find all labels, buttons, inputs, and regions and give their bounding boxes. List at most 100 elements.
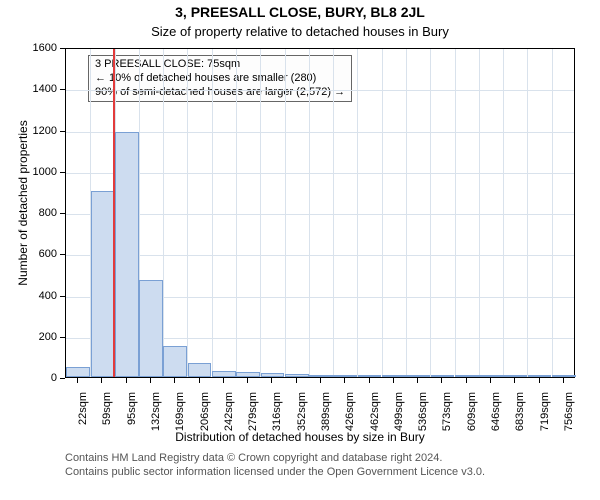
ytick-label: 400 <box>23 290 57 302</box>
gridline-v <box>430 49 431 377</box>
xtick-label: 426sqm <box>344 392 356 442</box>
gridline-h <box>66 90 574 91</box>
gridline-v <box>406 49 407 377</box>
xtick-mark <box>223 378 224 383</box>
gridline-v <box>333 49 334 377</box>
gridline-v <box>527 49 528 377</box>
bar <box>358 375 382 377</box>
gridline-v <box>357 49 358 377</box>
bar <box>528 375 552 377</box>
bar <box>431 375 455 377</box>
xtick-mark <box>271 378 272 383</box>
xtick-label: 536sqm <box>417 392 429 442</box>
gridline-h <box>66 132 574 133</box>
xtick-mark <box>490 378 491 383</box>
gridline-v <box>503 49 504 377</box>
xtick-mark <box>174 378 175 383</box>
annotation-line-3: 90% of semi-detached houses are larger (… <box>95 86 345 100</box>
annotation-line-2: ← 10% of detached houses are smaller (28… <box>95 72 345 86</box>
xtick-mark <box>514 378 515 383</box>
gridline-v <box>163 49 164 377</box>
bar <box>479 375 503 377</box>
xtick-label: 59sqm <box>101 392 113 442</box>
bar <box>115 132 139 377</box>
bar <box>455 375 479 377</box>
xtick-label: 719sqm <box>539 392 551 442</box>
annotation-line-1: 3 PREESALL CLOSE: 75sqm <box>95 58 345 72</box>
ytick-label: 1000 <box>23 166 57 178</box>
xtick-mark <box>320 378 321 383</box>
xtick-mark <box>539 378 540 383</box>
bar <box>91 191 115 377</box>
gridline-h <box>66 214 574 215</box>
xtick-label: 132sqm <box>150 392 162 442</box>
bar <box>309 375 333 377</box>
bar <box>163 346 187 377</box>
xtick-mark <box>563 378 564 383</box>
ytick-label: 200 <box>23 331 57 343</box>
ytick-mark <box>60 337 65 338</box>
ytick-mark <box>60 378 65 379</box>
annotation-box: 3 PREESALL CLOSE: 75sqm ← 10% of detache… <box>88 55 352 102</box>
xtick-label: 683sqm <box>514 392 526 442</box>
ytick-label: 0 <box>23 372 57 384</box>
gridline-v <box>187 49 188 377</box>
ytick-label: 1600 <box>23 42 57 54</box>
ytick-mark <box>60 213 65 214</box>
xtick-label: 22sqm <box>77 392 89 442</box>
xtick-label: 756sqm <box>563 392 575 442</box>
xtick-label: 499sqm <box>393 392 405 442</box>
bar <box>285 374 309 377</box>
xtick-label: 316sqm <box>271 392 283 442</box>
bar <box>382 375 406 377</box>
xtick-mark <box>247 378 248 383</box>
xtick-label: 389sqm <box>320 392 332 442</box>
xtick-mark <box>441 378 442 383</box>
ytick-label: 1400 <box>23 83 57 95</box>
address-title: 3, PREESALL CLOSE, BURY, BL8 2JL <box>0 4 600 20</box>
bar <box>261 373 285 377</box>
xtick-mark <box>417 378 418 383</box>
gridline-h <box>66 255 574 256</box>
xtick-mark <box>126 378 127 383</box>
bar <box>333 375 357 377</box>
gridline-v <box>479 49 480 377</box>
bar <box>503 375 527 377</box>
xtick-label: 95sqm <box>126 392 138 442</box>
xtick-label: 169sqm <box>174 392 186 442</box>
gridline-v <box>382 49 383 377</box>
bar <box>236 372 260 377</box>
ytick-mark <box>60 172 65 173</box>
ytick-label: 1200 <box>23 125 57 137</box>
footer-line-2: Contains public sector information licen… <box>65 466 588 480</box>
ytick-mark <box>60 89 65 90</box>
ytick-mark <box>60 48 65 49</box>
xtick-mark <box>150 378 151 383</box>
xtick-mark <box>296 378 297 383</box>
chart-container: { "address": "3, PREESALL CLOSE, BURY, B… <box>0 0 600 500</box>
bar <box>139 280 163 377</box>
ytick-label: 800 <box>23 207 57 219</box>
xtick-mark <box>101 378 102 383</box>
xtick-label: 242sqm <box>223 392 235 442</box>
chart-subtitle: Size of property relative to detached ho… <box>0 24 600 39</box>
xtick-label: 352sqm <box>296 392 308 442</box>
bar <box>552 375 576 377</box>
ytick-mark <box>60 296 65 297</box>
gridline-h <box>66 173 574 174</box>
bar <box>406 375 430 377</box>
ytick-mark <box>60 254 65 255</box>
xtick-mark <box>393 378 394 383</box>
xtick-label: 609sqm <box>466 392 478 442</box>
footer-text: Contains HM Land Registry data © Crown c… <box>65 452 588 480</box>
xtick-mark <box>369 378 370 383</box>
xtick-label: 462sqm <box>369 392 381 442</box>
xtick-label: 206sqm <box>199 392 211 442</box>
xtick-mark <box>199 378 200 383</box>
ytick-label: 600 <box>23 248 57 260</box>
xtick-mark <box>466 378 467 383</box>
gridline-v <box>260 49 261 377</box>
bar <box>188 363 212 377</box>
gridline-v <box>285 49 286 377</box>
gridline-v <box>552 49 553 377</box>
